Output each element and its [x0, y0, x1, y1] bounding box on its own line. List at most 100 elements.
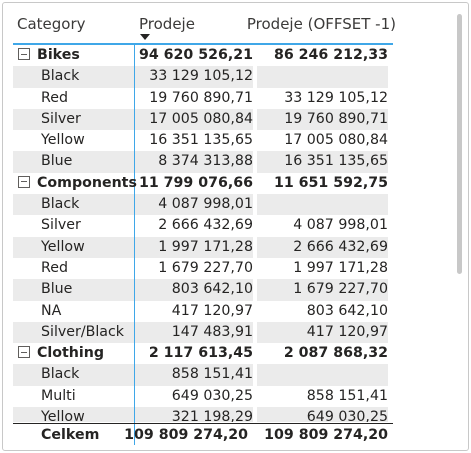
table-row[interactable]: NA 417 120,97 803 642,10 [13, 301, 393, 322]
category-cell: Silver [13, 215, 134, 236]
category-label: Components [37, 174, 137, 191]
header-underline [13, 43, 393, 45]
offset-cell: 858 151,41 [306, 387, 388, 404]
category-cell: Multi [13, 386, 134, 407]
prodeje-cell: 8 374 313,88 [135, 151, 253, 173]
offset-cell: 86 246 212,33 [274, 47, 388, 63]
total-offset: 109 809 274,20 [264, 427, 388, 443]
collapse-minus-icon[interactable] [18, 48, 30, 60]
category-cell: Yellow [13, 236, 134, 258]
category-cell: Components [13, 172, 137, 195]
category-cell: NA [13, 301, 134, 322]
prodeje-cell: 417 120,97 [171, 302, 253, 319]
category-label: Silver [41, 110, 81, 127]
category-cell: Blue [13, 151, 134, 173]
table-row[interactable]: Black 33 129 105,12 [13, 66, 393, 88]
matrix-header: Category Prodeje Prodeje (OFFSET -1) [3, 3, 448, 43]
table-row[interactable]: Multi 649 030,25 858 151,41 [13, 386, 393, 407]
prodeje-cell: 94 620 526,21 [139, 47, 253, 63]
category-label: Red [41, 89, 68, 106]
prodeje-cell: 33 129 105,12 [135, 66, 253, 88]
category-label: Yellow [41, 238, 85, 255]
table-row[interactable]: Black 4 087 998,01 [13, 194, 393, 216]
offset-cell: 4 087 998,01 [293, 217, 388, 234]
column-header-prodeje[interactable]: Prodeje [139, 15, 195, 33]
offset-cell [257, 66, 388, 88]
table-row[interactable]: Blue 803 642,10 1 679 227,70 [13, 279, 393, 301]
offset-cell: 417 120,97 [257, 321, 388, 344]
prodeje-cell: 321 198,29 [135, 407, 253, 422]
category-label: Blue [41, 153, 73, 170]
group-row[interactable]: Components 11 799 076,66 11 651 592,75 [13, 172, 393, 195]
offset-cell: 33 129 105,12 [284, 89, 388, 106]
offset-cell: 17 005 080,84 [284, 132, 388, 149]
column-header-category[interactable]: Category [17, 15, 86, 33]
category-label: Blue [41, 281, 73, 298]
prodeje-cell: 16 351 135,65 [149, 132, 253, 149]
table-row[interactable]: Silver 2 666 432,69 4 087 998,01 [13, 215, 393, 236]
category-label: Multi [41, 387, 76, 404]
category-cell: Black [13, 364, 134, 386]
group-row[interactable]: Bikes 94 620 526,21 86 246 212,33 [13, 45, 393, 67]
offset-cell: 11 651 592,75 [274, 174, 388, 191]
matrix-body[interactable]: Bikes 94 620 526,21 86 246 212,33 Black 33 1… [13, 45, 393, 422]
category-cell: Silver/Black [13, 321, 134, 344]
offset-cell: 16 351 135,65 [257, 151, 388, 173]
category-cell: Clothing [13, 343, 134, 365]
table-row[interactable]: Yellow 321 198,29 649 030,25 [13, 407, 393, 422]
table-row[interactable]: Silver/Black 147 483,91 417 120,97 [13, 321, 393, 344]
offset-cell: 19 760 890,71 [257, 108, 388, 131]
offset-cell: 649 030,25 [257, 407, 388, 422]
total-label: Celkem [41, 427, 100, 443]
category-label: Silver/Black [41, 323, 125, 340]
category-label: NA [41, 302, 62, 319]
collapse-minus-icon[interactable] [18, 346, 30, 359]
column-header-offset[interactable]: Prodeje (OFFSET -1) [246, 15, 396, 33]
sort-descending-icon[interactable] [140, 34, 150, 40]
table-row[interactable]: Red 19 760 890,71 33 129 105,12 [13, 88, 393, 109]
table-row[interactable]: Red 1 679 227,70 1 997 171,28 [13, 258, 393, 279]
category-cell: Yellow [13, 130, 134, 151]
prodeje-cell: 858 151,41 [135, 364, 253, 386]
prodeje-cell: 17 005 080,84 [135, 108, 253, 131]
prodeje-cell: 19 760 890,71 [149, 89, 253, 106]
vertical-scrollbar[interactable] [457, 14, 462, 274]
column-divider [134, 43, 135, 445]
category-label: Clothing [37, 345, 105, 362]
category-cell: Bikes [13, 45, 134, 67]
category-label: Bikes [37, 47, 80, 63]
group-row[interactable]: Clothing 2 117 613,45 2 087 868,32 [13, 343, 393, 365]
table-row[interactable]: Yellow 1 997 171,28 2 666 432,69 [13, 236, 393, 258]
category-label: Black [41, 366, 80, 383]
category-label: Yellow [41, 132, 85, 149]
category-cell: Black [13, 66, 134, 88]
collapse-minus-icon[interactable] [18, 175, 30, 188]
prodeje-cell: 11 799 076,66 [139, 174, 253, 191]
table-row[interactable]: Silver 17 005 080,84 19 760 890,71 [13, 108, 393, 131]
offset-cell: 1 997 171,28 [293, 259, 388, 276]
category-cell: Blue [13, 279, 134, 301]
category-cell: Yellow [13, 407, 134, 422]
offset-cell: 1 679 227,70 [257, 279, 388, 301]
category-label: Yellow [41, 409, 85, 422]
category-cell: Silver [13, 108, 134, 131]
prodeje-cell: 2 117 613,45 [148, 345, 253, 362]
prodeje-cell: 803 642,10 [135, 279, 253, 301]
category-label: Silver [41, 217, 81, 234]
prodeje-cell: 649 030,25 [171, 387, 253, 404]
table-row[interactable]: Yellow 16 351 135,65 17 005 080,84 [13, 130, 393, 151]
offset-cell [257, 364, 388, 386]
category-label: Black [41, 196, 80, 213]
total-prodeje: 109 809 274,20 [124, 427, 248, 443]
offset-cell: 2 666 432,69 [257, 236, 388, 258]
total-row: Celkem 109 809 274,20 109 809 274,20 [13, 425, 393, 447]
prodeje-cell: 147 483,91 [135, 321, 253, 344]
offset-cell: 2 087 868,32 [283, 345, 388, 362]
prodeje-cell: 2 666 432,69 [158, 217, 253, 234]
category-label: Red [41, 259, 68, 276]
offset-cell: 803 642,10 [306, 302, 388, 319]
table-row[interactable]: Black 858 151,41 [13, 364, 393, 386]
table-row[interactable]: Blue 8 374 313,88 16 351 135,65 [13, 151, 393, 173]
category-cell: Black [13, 194, 134, 216]
